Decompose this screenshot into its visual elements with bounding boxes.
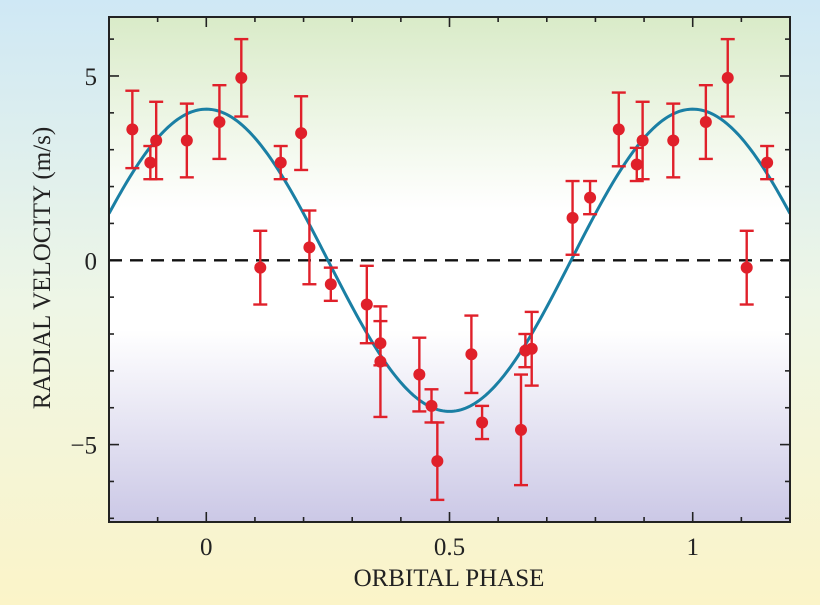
data-point <box>253 229 268 306</box>
data-point <box>412 336 427 413</box>
point-marker <box>721 71 734 84</box>
x-tick-labels: 0 0.5 1 <box>200 534 699 561</box>
data-point <box>234 37 249 118</box>
point-marker <box>630 158 643 171</box>
point-marker <box>374 355 387 368</box>
x-axis-label: ORBITAL PHASE <box>354 565 545 592</box>
x-tick-label: 0.5 <box>434 534 465 561</box>
data-point <box>739 229 754 306</box>
data-point <box>565 179 580 256</box>
point-marker <box>254 261 267 274</box>
point-marker <box>180 134 193 147</box>
point-marker <box>150 134 163 147</box>
point-marker <box>612 123 625 136</box>
x-tick-label: 1 <box>686 534 699 561</box>
data-point <box>524 310 539 387</box>
plot-area <box>109 17 790 522</box>
y-tick-labels: −5 0 5 <box>70 64 97 460</box>
point-marker <box>144 156 157 169</box>
point-marker <box>584 191 597 204</box>
data-point <box>373 305 388 419</box>
data-point <box>464 314 479 395</box>
data-point <box>302 209 317 286</box>
data-point <box>212 83 227 161</box>
point-marker <box>761 156 774 169</box>
point-marker <box>425 399 438 412</box>
point-marker <box>213 116 226 129</box>
y-tick-label: 0 <box>85 248 98 275</box>
point-marker <box>303 241 316 254</box>
data-point <box>629 146 644 183</box>
point-marker <box>515 423 528 436</box>
point-marker <box>295 127 308 140</box>
data-point <box>760 144 775 181</box>
point-marker <box>740 261 753 274</box>
plot-frame <box>108 16 791 523</box>
data-point <box>430 421 445 502</box>
point-marker <box>274 156 287 169</box>
data-point <box>323 266 338 303</box>
x-tick-label: 0 <box>200 534 213 561</box>
data-points <box>125 37 775 502</box>
data-point <box>424 388 439 424</box>
data-point <box>514 373 529 487</box>
point-marker <box>413 368 426 381</box>
data-point <box>475 404 490 441</box>
data-point <box>698 83 713 161</box>
data-point <box>635 100 650 181</box>
point-marker <box>636 134 649 147</box>
data-point <box>125 89 140 170</box>
point-marker <box>667 134 680 147</box>
point-marker <box>126 123 139 136</box>
data-point <box>294 95 309 172</box>
y-tick-label: −5 <box>70 433 97 460</box>
point-marker <box>465 348 478 361</box>
point-marker <box>525 342 538 355</box>
data-point <box>179 102 194 179</box>
y-tick-label: 5 <box>85 64 98 91</box>
point-marker <box>566 211 579 224</box>
data-point <box>611 91 626 168</box>
data-point <box>720 37 735 118</box>
data-point <box>273 144 288 181</box>
point-marker <box>235 71 248 84</box>
point-marker <box>360 298 373 311</box>
point-marker <box>431 455 444 468</box>
data-point <box>149 100 164 181</box>
point-marker <box>324 278 337 291</box>
point-marker <box>699 116 712 129</box>
data-point <box>583 179 598 216</box>
data-point <box>359 264 374 345</box>
data-point <box>666 102 681 179</box>
point-marker <box>476 416 489 429</box>
y-axis-label: RADIAL VELOCITY (m/s) <box>29 127 56 409</box>
model-sine-curve <box>109 107 790 413</box>
